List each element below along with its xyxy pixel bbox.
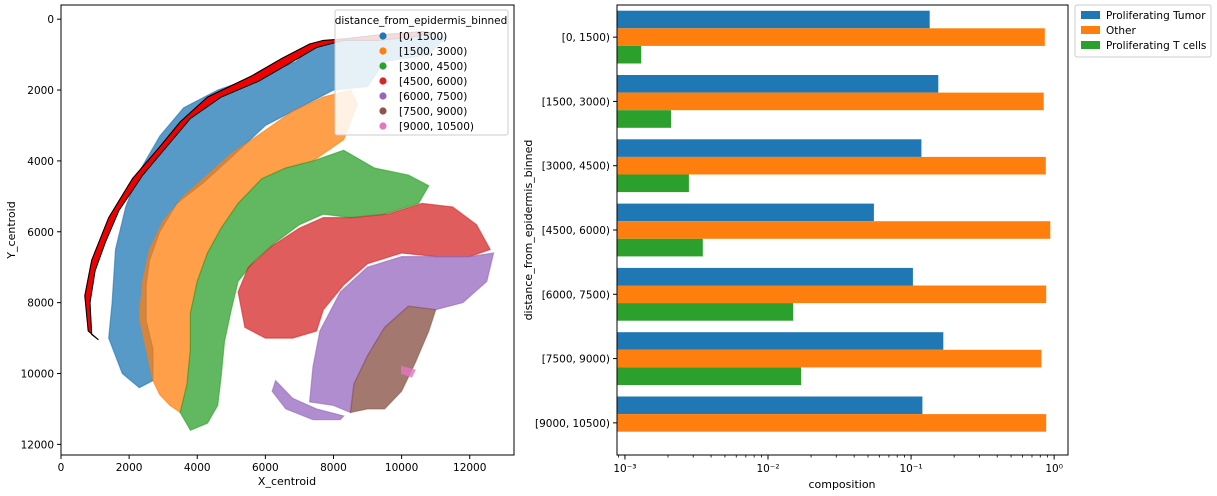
bar: [617, 396, 923, 415]
bar: [617, 28, 1045, 46]
bar-legend-swatch: [1081, 41, 1100, 49]
bar: [617, 45, 642, 64]
bar-legend-label: Proliferating Tumor: [1106, 10, 1206, 22]
scatter-legend-label: [6000, 7500): [399, 91, 467, 103]
bar: [617, 221, 1051, 239]
bar-legend-box: [1074, 4, 1212, 58]
scatter-legend-marker: [379, 32, 387, 40]
bar-y-tick-label: [4500, 6000): [542, 225, 610, 237]
scatter-legend-marker: [379, 47, 387, 55]
bar-legend-swatch: [1081, 11, 1100, 19]
scatter-x-tick-label: 6000: [252, 462, 279, 474]
bar: [617, 303, 794, 321]
bar-legend-label: Other: [1106, 25, 1136, 37]
bar: [617, 285, 1047, 304]
scatter-legend-marker: [379, 77, 387, 85]
bar-x-tick-label: 10⁻²: [756, 463, 779, 475]
bar: [617, 203, 874, 222]
bar: [617, 110, 671, 128]
scatter-legend: distance_from_epidermis_binned [0, 1500)…: [334, 9, 509, 136]
bar: [617, 92, 1044, 111]
scatter-legend-title: distance_from_epidermis_binned: [335, 15, 508, 27]
scatter-y-ticks: 0 2000 4000 6000 8000 10000 12000: [21, 14, 61, 451]
scatter-y-tick-label: 6000: [27, 227, 54, 239]
bar-x-axis-label: composition: [808, 478, 875, 491]
scatter-x-tick-label: 4000: [184, 462, 211, 474]
spatial-scatter-plot: 0 2000 4000 6000 8000 10000 12000 0 2000 4000 600…: [5, 4, 515, 488]
bar-x-tick-label: 10⁻³: [613, 463, 636, 475]
scatter-legend-marker: [379, 92, 387, 100]
bar-y-ticks: [0, 1500) [1500, 3000) [3000, 4500) [4500, …: [535, 32, 617, 430]
composition-bars: [617, 10, 1051, 432]
bar: [617, 156, 1046, 175]
scatter-axes-frame: [60, 4, 515, 456]
bar-y-tick-label: [6000, 7500): [542, 289, 610, 301]
scatter-legend-box: [334, 9, 509, 136]
bar: [617, 367, 801, 385]
scatter-y-axis-label: Y_centroid: [5, 201, 18, 259]
bar: [617, 139, 922, 157]
scatter-x-tick-label: 12000: [453, 462, 486, 474]
scatter-y-tick-label: 0: [47, 14, 54, 26]
scatter-y-tick-label: 2000: [27, 85, 54, 97]
scatter-legend-label: [0, 1500): [399, 31, 447, 43]
scatter-y-tick-label: 4000: [27, 156, 54, 168]
scatter-x-tick-label: 8000: [320, 462, 347, 474]
bar-legend: Proliferating Tumor Other Proliferating T …: [1074, 4, 1212, 58]
scatter-legend-label: [4500, 6000): [399, 76, 467, 88]
scatter-x-tick-label: 0: [58, 462, 65, 474]
scatter-legend-marker: [379, 107, 387, 115]
bar-legend-items: Proliferating Tumor Other Proliferating T …: [1081, 10, 1206, 52]
scatter-legend-marker: [379, 62, 387, 70]
bar-x-tick-label: 10⁻¹: [900, 463, 923, 475]
bar: [617, 10, 930, 29]
bar-y-tick-label: [1500, 3000): [542, 96, 610, 108]
bar-legend-label: Proliferating T cells: [1106, 40, 1206, 52]
bar: [617, 75, 939, 93]
scatter-x-tick-label: 10000: [385, 462, 418, 474]
scatter-x-ticks: 0 2000 4000 6000 8000 10000 12000: [58, 455, 486, 474]
bar-y-tick-label: [0, 1500): [562, 32, 610, 44]
bar-y-axis-label: distance_from_epidermis_binned: [522, 140, 535, 321]
scatter-legend-marker: [379, 122, 387, 130]
bar: [617, 267, 913, 286]
scatter-x-axis-label: X_centroid: [258, 475, 316, 488]
scatter-legend-label: [1500, 3000): [399, 46, 467, 58]
bar-x-tick-label: 10⁰: [1045, 463, 1063, 475]
scatter-y-tick-label: 12000: [21, 439, 54, 451]
bar: [617, 238, 703, 257]
composition-bar-chart: 10⁻³ 10⁻² 10⁻¹ 10⁰ [0, 1500) [1500, 3000) [30…: [522, 4, 1212, 491]
scatter-legend-label: [7500, 9000): [399, 106, 467, 118]
scatter-y-tick-label: 10000: [21, 369, 54, 381]
bar: [617, 414, 1047, 432]
bar: [617, 174, 689, 193]
scatter-region: [237, 202, 492, 339]
scatter-region: [401, 365, 417, 378]
bar-y-tick-label: [3000, 4500): [542, 161, 610, 173]
bar: [617, 332, 944, 350]
scatter-region: [179, 149, 430, 431]
bar-y-tick-label: [9000, 10500): [535, 418, 610, 430]
scatter-x-tick-label: 2000: [116, 462, 143, 474]
scatter-legend-label: [3000, 4500): [399, 61, 467, 73]
scatter-region: [349, 305, 437, 414]
bar-x-ticks: 10⁻³ 10⁻² 10⁻¹ 10⁰: [613, 455, 1063, 475]
scatter-legend-label: [9000, 10500): [399, 121, 474, 133]
scatter-region: [271, 379, 345, 421]
scatter-legend-items: [0, 1500) [1500, 3000) [3000, 4500) [4500, …: [379, 31, 474, 133]
bar-legend-swatch: [1081, 26, 1100, 34]
bar: [617, 349, 1042, 368]
bar-y-tick-label: [7500, 9000): [542, 354, 610, 366]
scatter-y-tick-label: 8000: [27, 298, 54, 310]
